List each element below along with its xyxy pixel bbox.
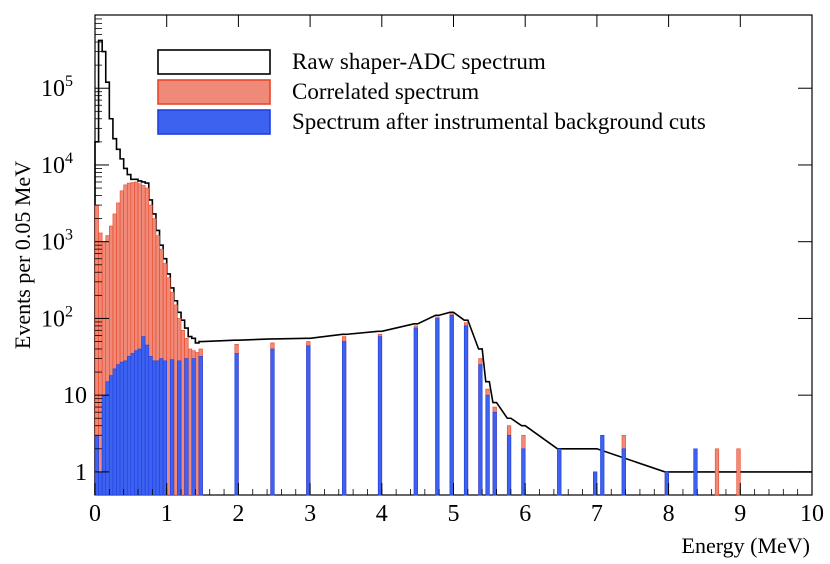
bar bbox=[152, 360, 157, 496]
y-tick-label: 105 bbox=[41, 73, 73, 102]
bar bbox=[105, 381, 110, 496]
x-tick-label: 9 bbox=[734, 501, 746, 527]
bar bbox=[195, 352, 200, 496]
bar bbox=[134, 350, 139, 496]
bar bbox=[693, 448, 698, 496]
bar bbox=[137, 348, 142, 496]
x-tick-label: 5 bbox=[448, 501, 460, 527]
legend-label: Raw shaper-ADC spectrum bbox=[292, 49, 546, 74]
bar bbox=[449, 314, 454, 496]
bar bbox=[162, 360, 167, 496]
bar bbox=[714, 448, 720, 496]
bar bbox=[435, 318, 440, 496]
x-tick-label: 0 bbox=[89, 501, 101, 527]
y-axis-title: Events per 0.05 MeV bbox=[10, 161, 35, 349]
x-tick-label: 10 bbox=[800, 501, 824, 527]
x-tick-label: 2 bbox=[232, 501, 244, 527]
bar bbox=[112, 368, 117, 496]
bar bbox=[119, 361, 124, 496]
bar bbox=[155, 360, 160, 496]
x-tick-label: 3 bbox=[304, 501, 316, 527]
bar bbox=[377, 336, 383, 496]
bar bbox=[521, 448, 526, 496]
bar bbox=[557, 448, 562, 496]
legend: Raw shaper-ADC spectrum Correlated spectr… bbox=[157, 49, 706, 135]
bar bbox=[485, 394, 490, 496]
bar bbox=[413, 327, 418, 496]
bar bbox=[180, 330, 185, 496]
series-2 bbox=[94, 314, 698, 496]
bar bbox=[126, 356, 132, 496]
x-tick-label: 1 bbox=[161, 501, 173, 527]
x-tick-label: 8 bbox=[663, 501, 675, 527]
bar bbox=[94, 434, 99, 496]
y-tick-label: 104 bbox=[41, 150, 73, 179]
bar bbox=[506, 434, 512, 496]
bar bbox=[198, 356, 203, 496]
x-tick-label: 7 bbox=[591, 501, 603, 527]
x-tick-label: 6 bbox=[519, 501, 531, 527]
legend-swatch bbox=[157, 109, 271, 135]
bar bbox=[478, 364, 483, 496]
bar bbox=[184, 358, 189, 496]
bar bbox=[463, 325, 469, 496]
bar bbox=[234, 353, 239, 496]
bar bbox=[177, 360, 182, 496]
series-0 bbox=[94, 39, 812, 495]
bar bbox=[141, 336, 146, 496]
legend-label: Correlated spectrum bbox=[292, 79, 479, 104]
bar bbox=[109, 375, 114, 496]
bar bbox=[148, 356, 153, 496]
histogram-layer bbox=[94, 39, 812, 496]
legend-swatch bbox=[157, 79, 271, 105]
bar bbox=[187, 348, 193, 496]
bar bbox=[169, 359, 175, 496]
bar bbox=[144, 344, 150, 496]
bar bbox=[492, 411, 497, 496]
y-tick-label: 102 bbox=[41, 303, 73, 332]
legend-label: Spectrum after instrumental background c… bbox=[292, 109, 706, 134]
bar bbox=[159, 358, 164, 496]
bar bbox=[116, 364, 121, 496]
bar bbox=[342, 341, 347, 496]
x-axis-title: Energy (MeV) bbox=[682, 533, 811, 558]
y-tick-label: 103 bbox=[41, 227, 73, 256]
legend-swatch bbox=[157, 49, 271, 75]
y-tick-label: 1 bbox=[75, 460, 87, 486]
bar bbox=[736, 448, 741, 496]
bar bbox=[173, 304, 178, 496]
y-tick-label: 10 bbox=[63, 383, 87, 409]
bar bbox=[621, 448, 626, 496]
x-tick-label: 4 bbox=[376, 501, 388, 527]
bar bbox=[593, 471, 598, 496]
bar bbox=[306, 345, 311, 496]
bar bbox=[166, 277, 171, 496]
bar bbox=[270, 348, 275, 496]
bar bbox=[101, 394, 107, 496]
bar bbox=[600, 434, 605, 496]
bar bbox=[130, 353, 135, 496]
outline bbox=[94, 39, 812, 495]
bar bbox=[98, 471, 103, 496]
bar bbox=[123, 360, 128, 496]
bar bbox=[664, 471, 669, 496]
bar bbox=[191, 358, 196, 496]
